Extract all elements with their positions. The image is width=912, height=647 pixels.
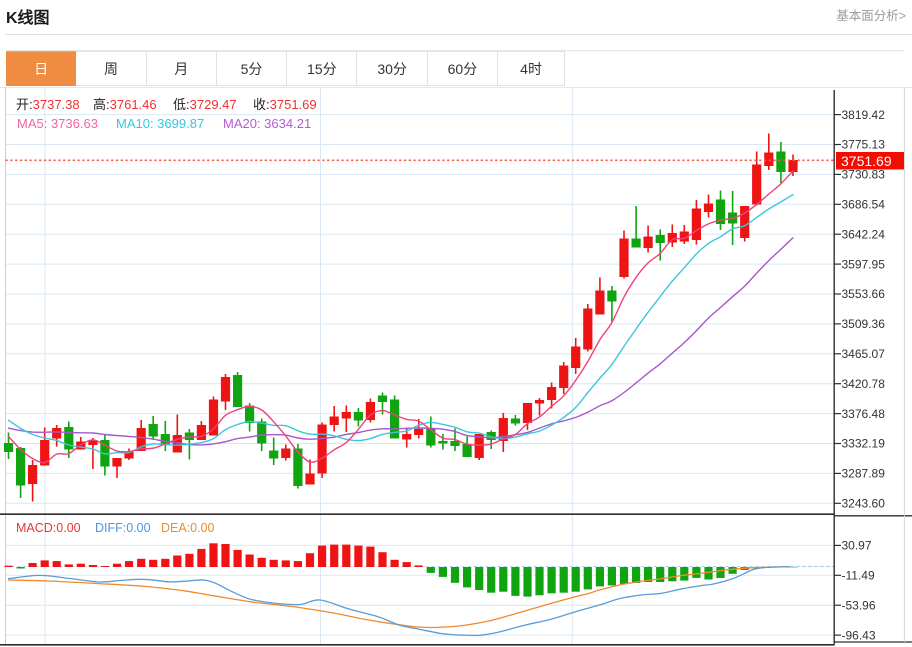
svg-text:3730.83: 3730.83 — [842, 168, 886, 182]
svg-text:30.97: 30.97 — [842, 539, 872, 553]
svg-text:3509.36: 3509.36 — [842, 317, 886, 331]
svg-text:3686.54: 3686.54 — [842, 198, 886, 212]
svg-text:-53.96: -53.96 — [842, 598, 876, 612]
svg-text:3376.48: 3376.48 — [842, 407, 886, 421]
svg-text:3819.42: 3819.42 — [842, 108, 886, 122]
svg-text:-96.43: -96.43 — [842, 628, 876, 642]
svg-text:3420.78: 3420.78 — [842, 377, 886, 391]
svg-text:3553.66: 3553.66 — [842, 287, 886, 301]
svg-text:3465.07: 3465.07 — [842, 347, 886, 361]
svg-text:3642.24: 3642.24 — [842, 227, 886, 241]
svg-text:3287.89: 3287.89 — [842, 467, 886, 481]
svg-text:3332.19: 3332.19 — [842, 437, 886, 451]
svg-text:3243.60: 3243.60 — [842, 497, 886, 511]
svg-text:-11.49: -11.49 — [842, 569, 875, 583]
svg-text:3751.69: 3751.69 — [841, 153, 892, 169]
svg-text:3597.95: 3597.95 — [842, 257, 886, 271]
svg-text:3775.13: 3775.13 — [842, 138, 886, 152]
